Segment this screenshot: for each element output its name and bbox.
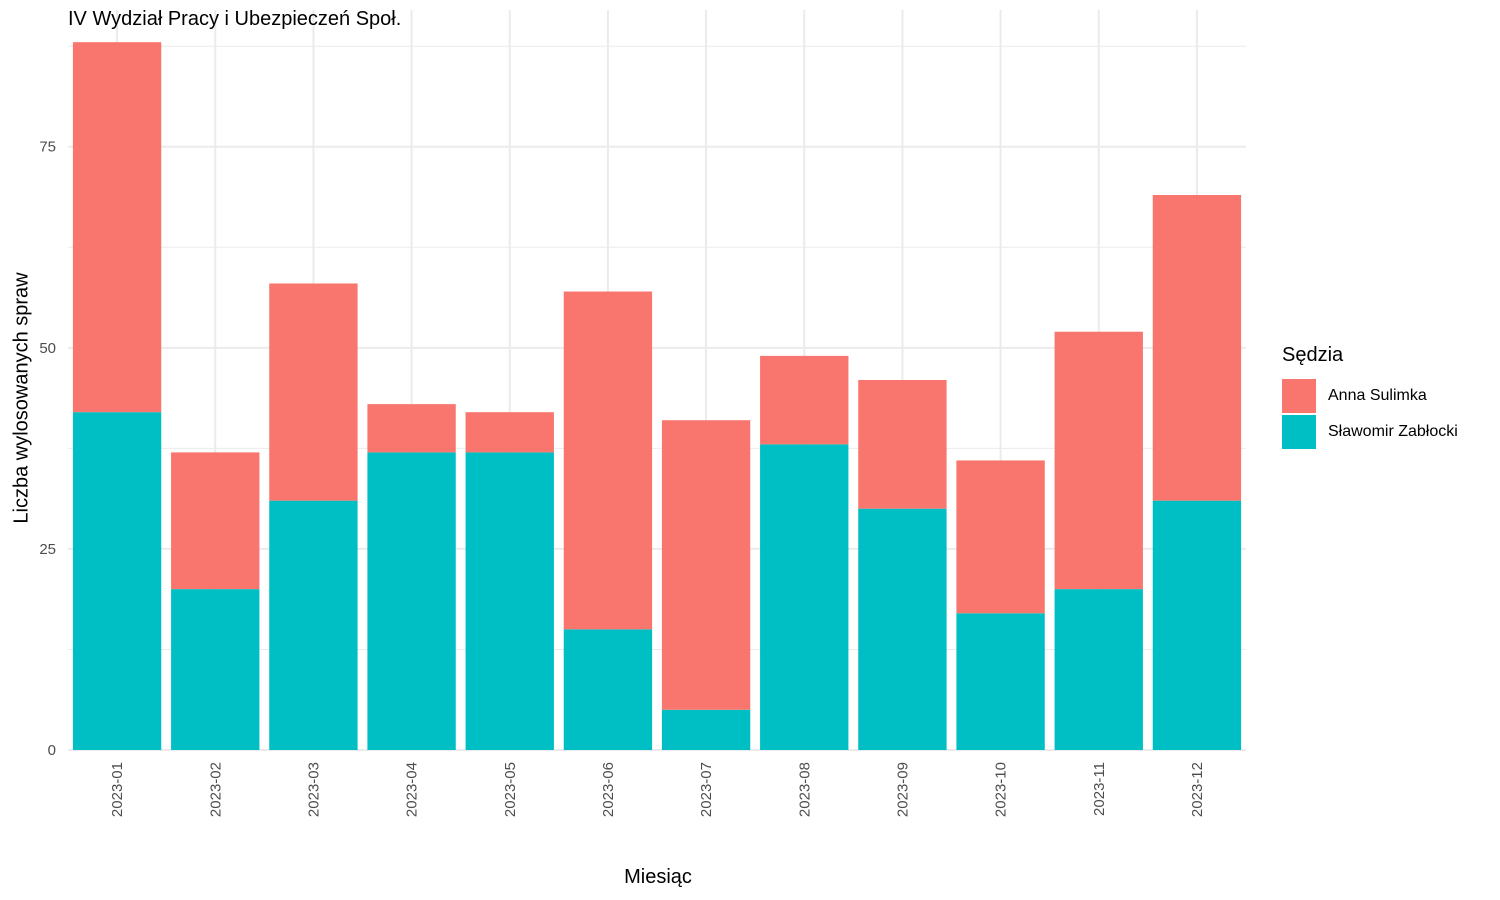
x-tick-label: 2023-12 bbox=[1189, 762, 1206, 817]
x-tick-label: 2023-10 bbox=[993, 762, 1010, 817]
bar-slawomir-zablocki-2023-04 bbox=[367, 452, 456, 750]
x-tick-label: 2023-02 bbox=[207, 762, 224, 817]
bar-anna-sulimka-2023-06 bbox=[563, 291, 653, 630]
bar-slawomir-zablocki-2023-03 bbox=[269, 500, 358, 750]
x-tick-label: 2023-01 bbox=[109, 762, 126, 817]
bar-anna-sulimka-2023-02 bbox=[171, 452, 260, 590]
y-axis-label: Liczba wylosowanych spraw bbox=[10, 272, 33, 524]
x-tick-label: 2023-07 bbox=[698, 762, 715, 817]
x-tick-label: 2023-06 bbox=[600, 762, 617, 817]
legend-swatch-slawomir-zablocki bbox=[1282, 415, 1316, 449]
legend-item-slawomir-zablocki: Sławomir Zabłocki bbox=[1282, 415, 1458, 449]
legend-item-anna-sulimka: Anna Sulimka bbox=[1282, 379, 1458, 413]
legend-label: Anna Sulimka bbox=[1328, 387, 1427, 404]
chart-title: IV Wydział Pracy i Ubezpieczeń Społ. bbox=[68, 8, 402, 30]
bars bbox=[72, 42, 1242, 750]
x-tick-label: 2023-04 bbox=[404, 762, 421, 817]
bar-slawomir-zablocki-2023-10 bbox=[956, 613, 1045, 750]
x-tick-label: 2023-09 bbox=[894, 762, 911, 817]
bar-anna-sulimka-2023-10 bbox=[956, 460, 1045, 614]
bar-slawomir-zablocki-2023-01 bbox=[72, 412, 162, 750]
bar-anna-sulimka-2023-12 bbox=[1152, 195, 1242, 501]
bar-anna-sulimka-2023-05 bbox=[465, 412, 554, 453]
bar-anna-sulimka-2023-04 bbox=[367, 404, 456, 453]
x-axis-label: Miesiąc bbox=[624, 866, 692, 888]
x-axis-ticks: 2023-01 2023-02 2023-03 2023-04 2023-05 2023-… bbox=[109, 762, 1206, 817]
x-tick-label: 2023-11 bbox=[1091, 762, 1108, 816]
y-axis-ticks: 0 25 50 75 bbox=[39, 139, 56, 759]
legend-title: Sędzia bbox=[1282, 344, 1344, 366]
y-tick-label: 75 bbox=[39, 139, 56, 156]
bar-anna-sulimka-2023-09 bbox=[858, 380, 947, 509]
bar-slawomir-zablocki-2023-09 bbox=[858, 508, 947, 750]
bar-slawomir-zablocki-2023-05 bbox=[465, 452, 554, 750]
y-tick-label: 50 bbox=[39, 340, 56, 357]
bar-slawomir-zablocki-2023-12 bbox=[1152, 500, 1242, 750]
bar-slawomir-zablocki-2023-08 bbox=[760, 444, 849, 750]
bar-slawomir-zablocki-2023-11 bbox=[1054, 589, 1143, 750]
bar-anna-sulimka-2023-08 bbox=[760, 355, 849, 445]
y-tick-label: 25 bbox=[39, 541, 56, 558]
bar-slawomir-zablocki-2023-02 bbox=[171, 589, 260, 750]
bar-anna-sulimka-2023-11 bbox=[1054, 331, 1143, 590]
x-tick-label: 2023-03 bbox=[305, 762, 322, 817]
x-tick-label: 2023-08 bbox=[796, 762, 813, 817]
y-tick-label: 0 bbox=[48, 742, 56, 759]
legend: Sędzia Anna Sulimka Sławomir Zabłocki bbox=[1282, 344, 1458, 451]
bar-anna-sulimka-2023-03 bbox=[269, 283, 358, 501]
bar-slawomir-zablocki-2023-07 bbox=[661, 709, 751, 750]
x-tick-label: 2023-05 bbox=[502, 762, 519, 817]
legend-label: Sławomir Zabłocki bbox=[1328, 423, 1458, 440]
bar-slawomir-zablocki-2023-06 bbox=[563, 629, 653, 750]
bar-anna-sulimka-2023-01 bbox=[72, 42, 162, 413]
bar-anna-sulimka-2023-07 bbox=[661, 420, 751, 710]
legend-swatch-anna-sulimka bbox=[1282, 379, 1316, 413]
